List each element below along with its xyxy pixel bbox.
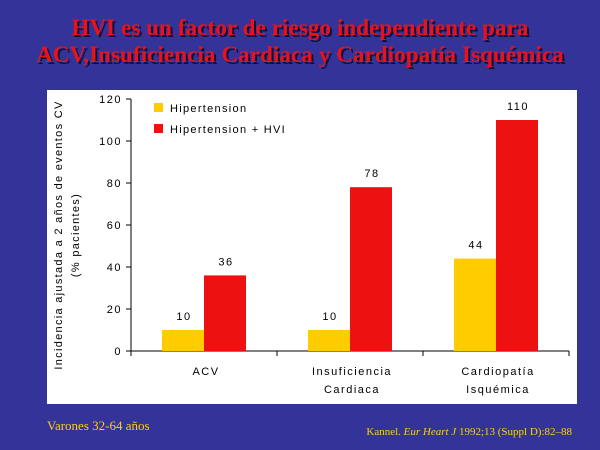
title-line-2: ACV,Insuficiencia Cardiaca y Cardiopatía… [36,42,564,67]
population-note: Varones 32-64 años [47,418,150,433]
y-tick-label: 60 [107,220,122,232]
chart-panel: 0 20 40 60 80 100 120 ACV Insuficiencia Cardiaca C… [47,90,577,404]
y-tick-label: 80 [107,178,122,190]
bar-data-label: 78 [364,168,379,180]
slide-title: HVI es un factor de riesgo independiente… [0,14,600,68]
x-tick-label: Insuficiencia [312,366,392,378]
y-axis-title: Incidencia ajustada a 2 años de eventos … [53,100,65,369]
bar-hipertension-hvi [350,187,392,351]
y-tick-label: 0 [114,346,122,358]
bar-data-label: 36 [218,256,233,268]
bar-hipertension [162,330,204,351]
x-tick-label-line2: Cardiaca [324,384,380,396]
x-tick-label-line2: Isquémica [466,384,530,396]
bar-data-label: 110 [507,101,529,113]
reference-author: Kannel. [366,426,404,438]
bar-chart: 0 20 40 60 80 100 120 ACV Insuficiencia Cardiaca C… [53,94,570,396]
x-tick-label: Cardiopatía [461,366,534,378]
reference-journal: Eur Heart J [403,426,457,438]
y-tick-label: 20 [107,304,122,316]
legend-swatch [154,124,163,133]
reference-details: 1992;13 (Suppl D):82–88 [456,426,572,438]
title-line-1: HVI es un factor de riesgo independiente… [71,15,529,40]
y-tick-label: 100 [99,136,122,148]
bar-data-label: 44 [468,240,483,252]
bar-data-label: 10 [322,311,337,323]
reference-citation: Kannel. Eur Heart J 1992;13 (Suppl D):82… [366,426,572,438]
y-axis-title-line2: (% pacientes) [70,193,82,277]
legend-swatch [154,103,163,112]
y-tick-label: 120 [99,94,122,106]
bar-hipertension [308,330,350,351]
bar-hipertension [454,258,496,351]
x-tick-label: ACV [192,366,219,378]
legend-label: Hipertension [170,103,247,115]
legend-label: Hipertension + HVI [170,124,286,136]
y-tick-label: 40 [107,262,122,274]
bar-hipertension-hvi [496,120,538,351]
bar-hipertension-hvi [204,275,246,351]
bar-data-label: 10 [176,311,191,323]
